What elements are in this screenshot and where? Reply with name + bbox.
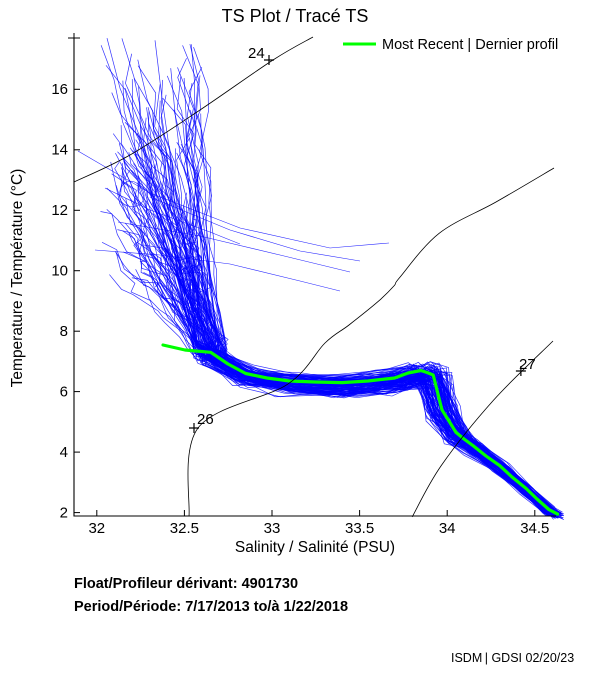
svg-text:Salinity / Salinité (PSU): Salinity / Salinité (PSU) xyxy=(235,539,395,556)
svg-text:32.5: 32.5 xyxy=(170,520,199,537)
svg-text:ISDM | GDSI 02/20/23: ISDM | GDSI 02/20/23 xyxy=(451,651,574,665)
svg-text:2: 2 xyxy=(60,504,68,521)
svg-text:TS Plot / Tracé TS: TS Plot / Tracé TS xyxy=(222,6,369,26)
svg-text:24: 24 xyxy=(248,45,265,62)
svg-text:34: 34 xyxy=(439,520,456,537)
svg-text:26: 26 xyxy=(197,411,214,428)
svg-text:4: 4 xyxy=(60,444,68,461)
svg-text:16: 16 xyxy=(51,81,68,98)
svg-text:12: 12 xyxy=(51,202,68,219)
svg-text:8: 8 xyxy=(60,323,68,340)
svg-text:6: 6 xyxy=(60,383,68,400)
svg-text:Temperature / Température (°C): Temperature / Température (°C) xyxy=(9,169,26,388)
svg-text:Period/Période: 7/17/2013 to/: Period/Période: 7/17/2013 to/à 1/22/2018 xyxy=(74,599,348,615)
svg-text:Float/Profileur dérivant: 4901: Float/Profileur dérivant: 4901730 xyxy=(74,576,298,592)
svg-text:10: 10 xyxy=(51,262,68,279)
svg-text:14: 14 xyxy=(51,142,68,159)
svg-text:34.5: 34.5 xyxy=(520,520,549,537)
svg-text:33.5: 33.5 xyxy=(345,520,374,537)
svg-text:33: 33 xyxy=(264,520,281,537)
svg-text:Most Recent | Dernier profil: Most Recent | Dernier profil xyxy=(382,37,558,53)
svg-text:32: 32 xyxy=(88,520,105,537)
